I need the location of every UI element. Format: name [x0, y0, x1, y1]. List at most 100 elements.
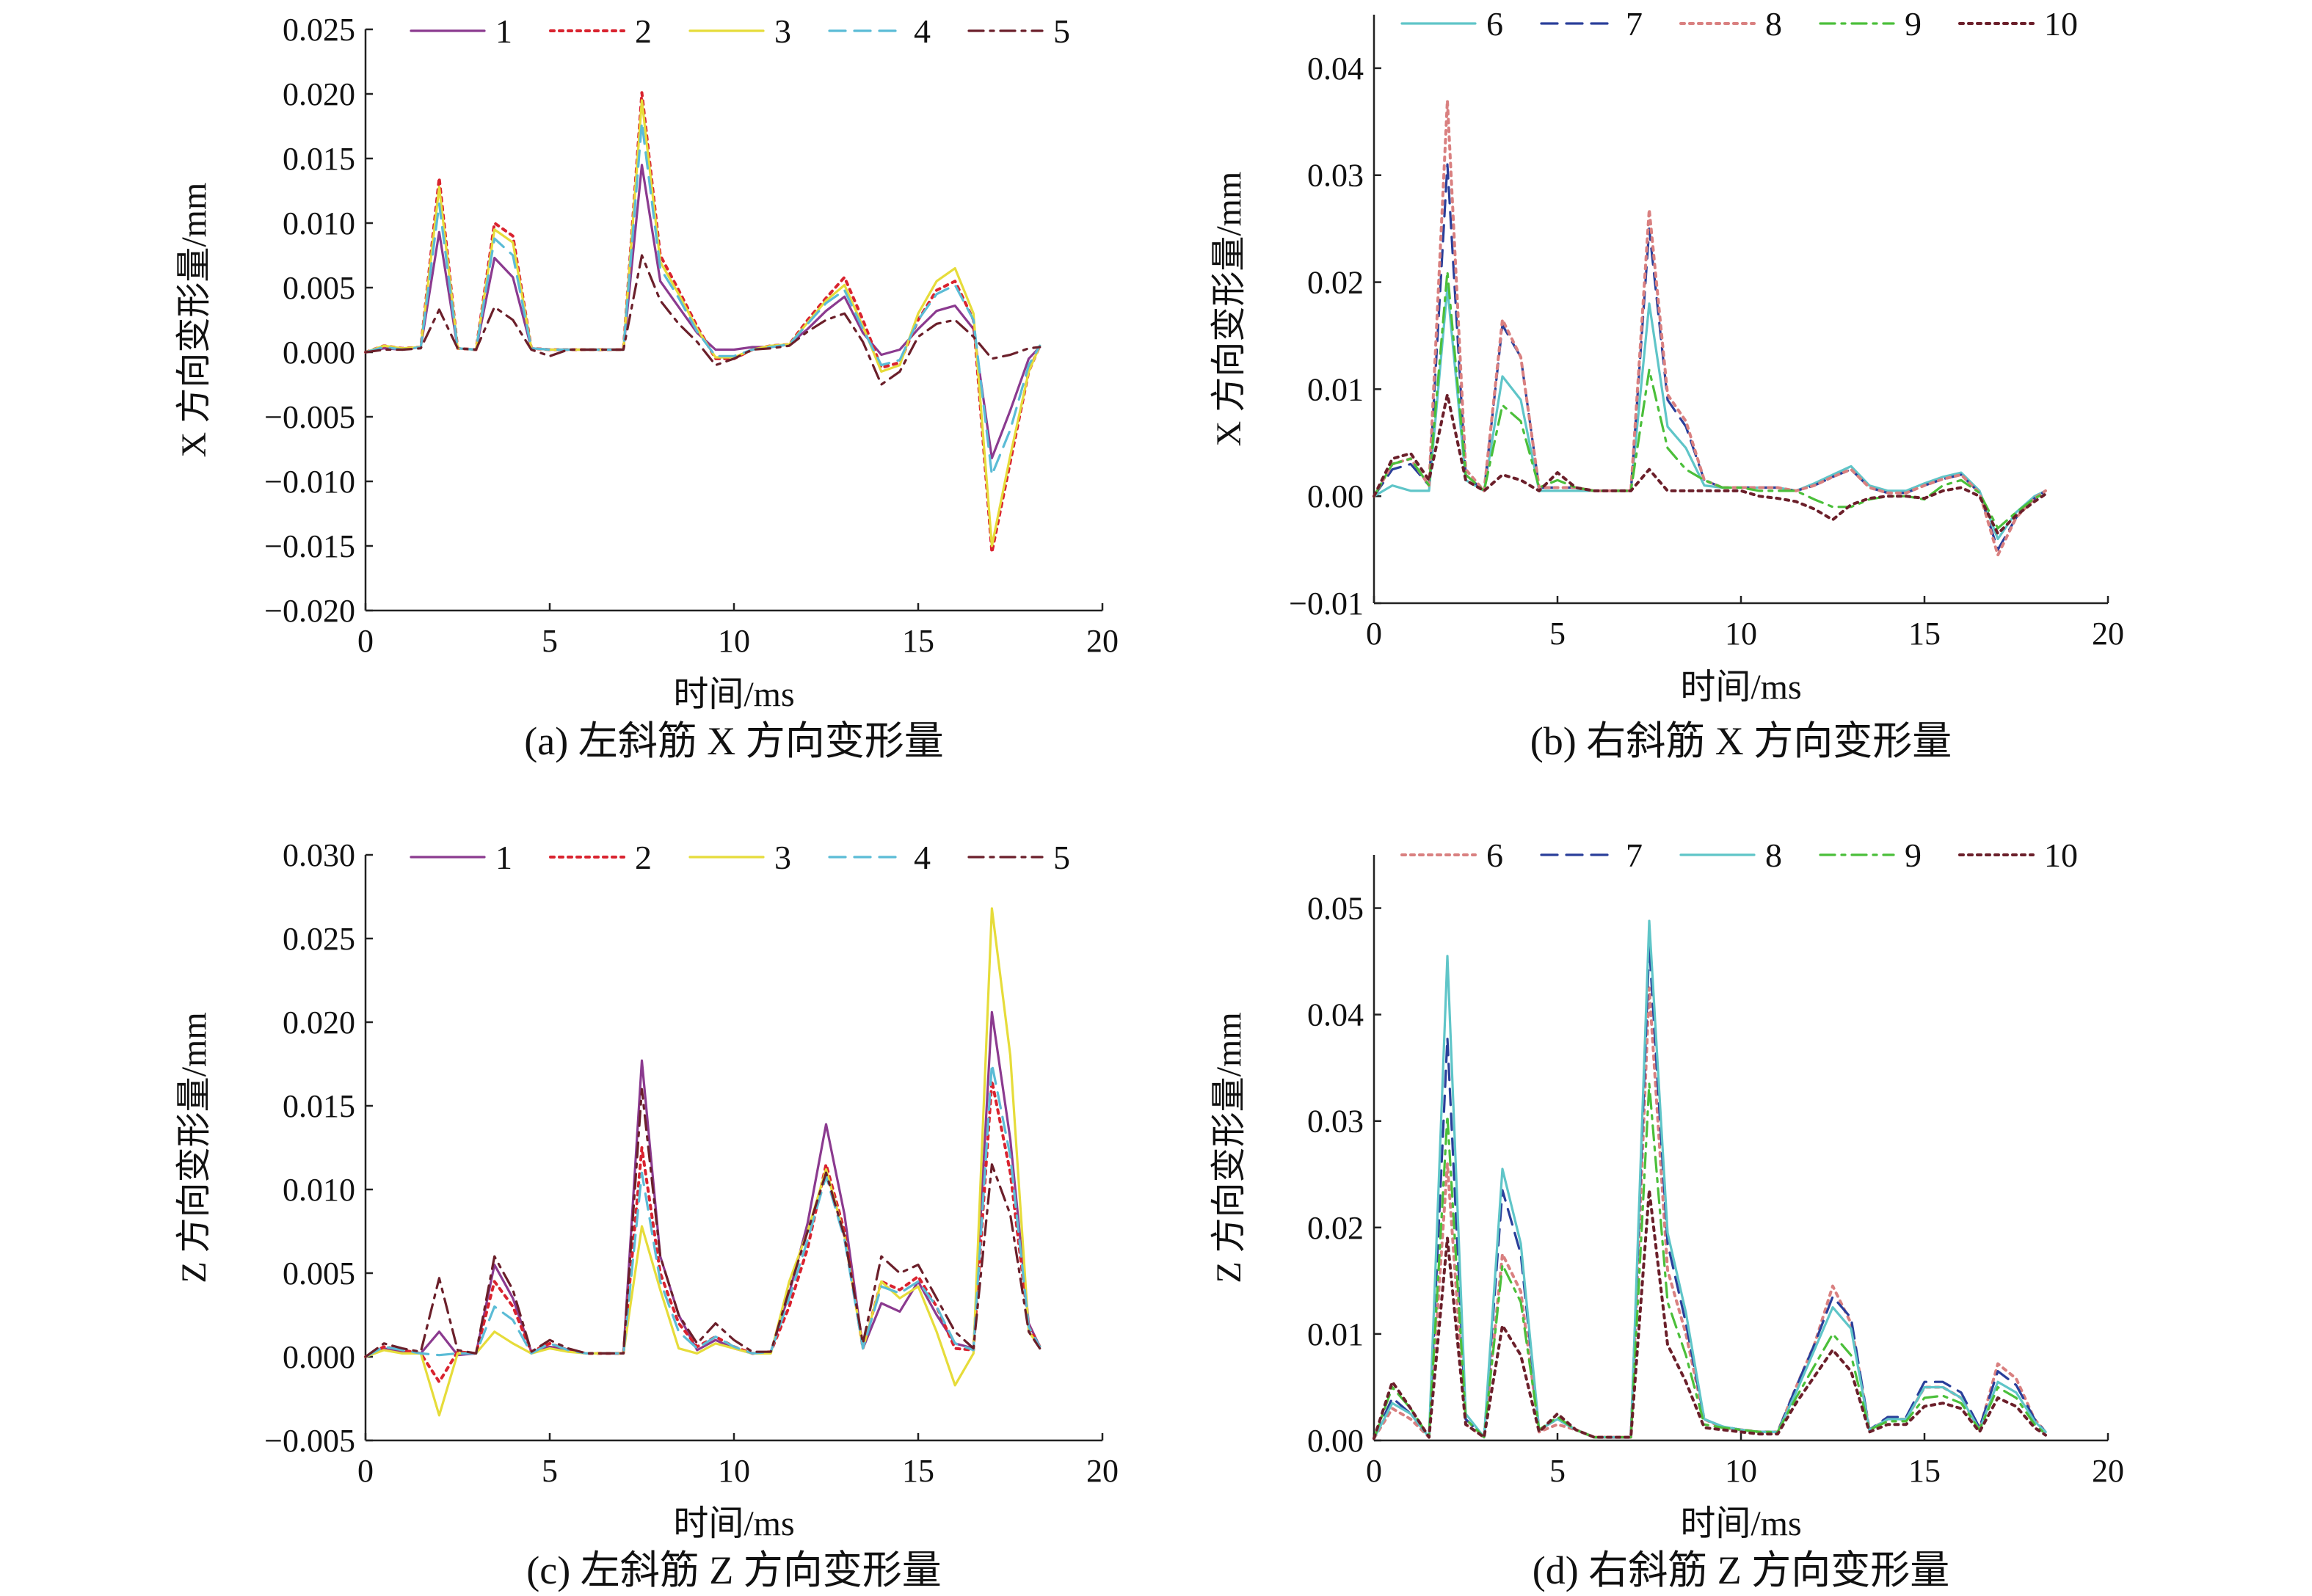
legend-label-10: 10 [2044, 837, 2078, 874]
y-axis-label: X 方向变形量/mm [1210, 172, 1248, 447]
x-tick-label: 10 [1725, 1453, 1757, 1489]
legend-label-10: 10 [2044, 5, 2078, 43]
y-tick-label: 0.015 [283, 141, 355, 177]
y-tick-label: 0.02 [1307, 1210, 1364, 1246]
legend-label-3: 3 [774, 12, 791, 50]
y-tick-label: −0.005 [264, 1423, 355, 1459]
y-tick-label: 0.010 [283, 1172, 355, 1208]
y-tick-label: 0.020 [283, 76, 355, 112]
series-line-4 [364, 121, 1042, 476]
legend-label-9: 9 [1905, 837, 1922, 874]
series-line-9 [1373, 1082, 2047, 1440]
y-tick-label: 0.015 [283, 1088, 355, 1124]
legend-label-6: 6 [1486, 5, 1503, 43]
y-tick-label: 0.000 [283, 1339, 355, 1375]
x-axis-label: 时间/ms [1680, 668, 1801, 707]
y-tick-label: 0.00 [1307, 1423, 1364, 1459]
y-tick-label: 0.05 [1307, 891, 1364, 927]
series-line-5 [364, 1087, 1042, 1358]
x-tick-label: 0 [357, 1453, 374, 1489]
x-tick-label: 5 [542, 623, 558, 659]
x-tick-label: 5 [542, 1453, 558, 1489]
series-line-1 [364, 164, 1042, 459]
legend-label-8: 8 [1765, 837, 1782, 874]
chart-panel-3: −0.005 0.000 0.005 0.010 0.015 0.020 0.025 0.03… [175, 837, 1119, 1592]
y-tick-label: 0.03 [1307, 158, 1364, 194]
x-tick-label: 20 [1086, 623, 1119, 659]
x-tick-label: 20 [2092, 616, 2124, 652]
legend-label-5: 5 [1053, 839, 1070, 876]
y-tick-label: 0.025 [283, 921, 355, 957]
legend-label-1: 1 [495, 839, 512, 876]
y-axis-label: Z 方向变形量/mm [175, 1012, 214, 1283]
y-tick-label: 0.005 [283, 270, 355, 306]
y-tick-label: −0.010 [264, 464, 355, 500]
x-tick-label: 10 [1725, 616, 1757, 652]
series-line-6 [1373, 286, 2047, 541]
x-tick-label: 15 [902, 1453, 934, 1489]
y-tick-label: 0.01 [1307, 1316, 1364, 1352]
series-line-10 [1373, 1189, 2047, 1440]
legend-label-3: 3 [774, 839, 791, 876]
legend-label-9: 9 [1905, 5, 1922, 43]
legend-label-8: 8 [1765, 5, 1782, 43]
series-line-5 [364, 254, 1042, 386]
x-tick-label: 15 [1908, 616, 1941, 652]
y-tick-label: 0.005 [283, 1256, 355, 1291]
series-line-6 [1373, 986, 2047, 1440]
legend-label-5: 5 [1053, 12, 1070, 50]
series-line-1 [364, 1010, 1042, 1358]
y-tick-label: 0.04 [1307, 51, 1364, 87]
x-tick-label: 0 [1366, 616, 1382, 652]
series-line-9 [1373, 270, 2047, 530]
y-tick-label: −0.020 [264, 593, 355, 629]
chart-panel-4: 0.00 0.01 0.02 0.03 0.04 0.05 0 5 10 15 20 6 7 8 9 10 时间… [1210, 837, 2124, 1592]
legend-label-2: 2 [635, 839, 652, 876]
y-tick-label: 0.02 [1307, 265, 1364, 301]
series-line-8 [1373, 919, 2047, 1440]
x-tick-label: 0 [357, 623, 374, 659]
x-axis-label: 时间/ms [673, 675, 794, 714]
x-tick-label: 0 [1366, 1453, 1382, 1489]
x-tick-label: 10 [718, 623, 750, 659]
legend-label-4: 4 [914, 839, 931, 876]
y-tick-label: 0.030 [283, 837, 355, 873]
y-tick-label: −0.005 [264, 399, 355, 435]
series-line-8 [1373, 98, 2047, 557]
x-axis-label: 时间/ms [673, 1504, 794, 1543]
y-tick-label: 0.01 [1307, 371, 1364, 407]
chart-panel-2: −0.01 0.00 0.01 0.02 0.03 0.04 0 5 10 15 20 6 7 8 9 10 时… [1210, 5, 2124, 763]
legend-label-7: 7 [1626, 837, 1643, 874]
x-tick-label: 10 [718, 1453, 750, 1489]
y-tick-label: −0.01 [1289, 586, 1364, 622]
x-tick-label: 20 [2092, 1453, 2124, 1489]
x-tick-label: 5 [1549, 1453, 1566, 1489]
legend-label-6: 6 [1486, 837, 1503, 874]
series-line-4 [364, 1063, 1042, 1358]
chart-panel-1: −0.020 −0.015 −0.010 −0.005 0.000 0.005 0.010 0… [175, 12, 1119, 763]
chart-caption: (a) 左斜筋 X 方向变形量 [524, 719, 943, 763]
chart-caption: (d) 右斜筋 Z 方向变形量 [1533, 1548, 1949, 1592]
y-tick-label: 0.025 [283, 12, 355, 48]
legend-label-7: 7 [1626, 5, 1643, 43]
x-tick-label: 15 [1908, 1453, 1941, 1489]
y-tick-label: 0.020 [283, 1005, 355, 1041]
chart-caption: (c) 左斜筋 Z 方向变形量 [526, 1548, 941, 1592]
y-tick-label: 0.00 [1307, 478, 1364, 514]
x-tick-label: 20 [1086, 1453, 1119, 1489]
y-tick-label: 0.04 [1307, 997, 1364, 1033]
y-axis-label: Z 方向变形量/mm [1210, 1012, 1248, 1283]
chart-caption: (b) 右斜筋 X 方向变形量 [1530, 719, 1952, 763]
y-tick-label: 0.03 [1307, 1104, 1364, 1140]
legend-label-2: 2 [635, 12, 652, 50]
x-tick-label: 5 [1549, 616, 1566, 652]
y-tick-label: −0.015 [264, 528, 355, 564]
legend-label-4: 4 [914, 12, 931, 50]
y-tick-label: 0.010 [283, 205, 355, 241]
x-tick-label: 15 [902, 623, 934, 659]
y-axis-label: X 方向变形量/mm [175, 183, 214, 458]
series-line-7 [1373, 944, 2047, 1440]
series-line-10 [1373, 393, 2047, 536]
legend-label-1: 1 [495, 12, 512, 50]
